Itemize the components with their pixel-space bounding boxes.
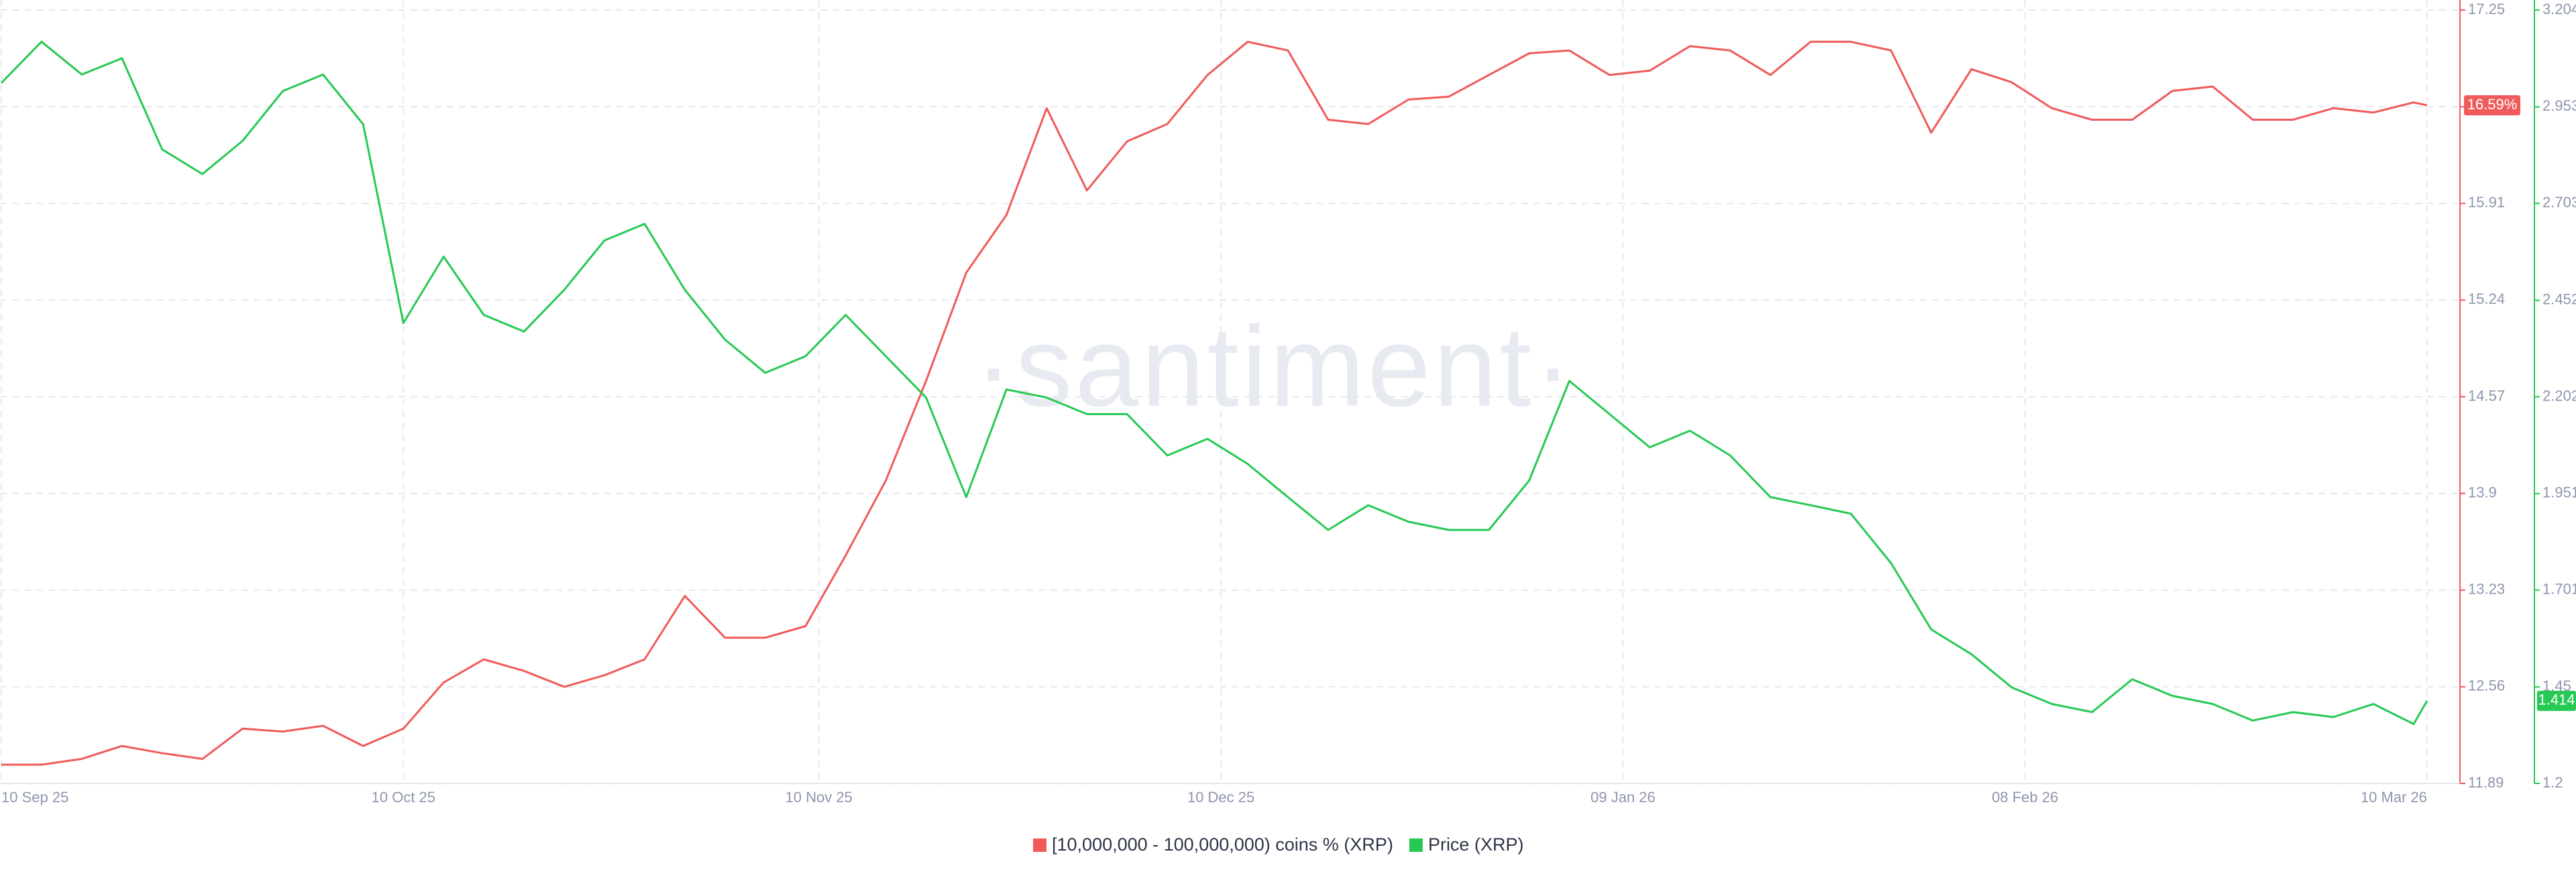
last-value-tag: [2537, 690, 2576, 711]
watermark: ·santiment·: [975, 303, 1574, 431]
y2-tick-label: 1.701: [2542, 581, 2576, 598]
x-tick-label: 08 Feb 26: [1992, 789, 2058, 806]
y-tick-label: 11.89: [2468, 774, 2504, 791]
last-value-label: 16.59%: [2467, 96, 2518, 113]
legend-swatch: [1409, 838, 1423, 852]
y-tick-label: 15.24: [2468, 290, 2505, 307]
y-tick-label: 15.91: [2468, 194, 2505, 211]
x-tick-label: 10 Dec 25: [1187, 789, 1254, 806]
last-value-label: 1.414: [2538, 692, 2575, 708]
x-tick-label: 10 Sep 25: [1, 789, 68, 806]
series-line: [1, 40, 2428, 766]
y-tick-label: 14.57: [2468, 387, 2505, 404]
y-tick-label: 12.56: [2468, 677, 2505, 694]
legend: [10,000,000 - 100,000,000) coins % (XRP)…: [1033, 834, 1523, 855]
y-tick-label: 13.9: [2468, 484, 2497, 500]
y2-tick-label: 1.951: [2542, 484, 2576, 501]
series-line: [0, 40, 2428, 725]
legend-label: Price (XRP): [1428, 834, 1524, 855]
legend-label: [10,000,000 - 100,000,000) coins % (XRP): [1052, 834, 1393, 855]
y-tick-label: 17.25: [2468, 1, 2505, 17]
x-tick-label: 10 Nov 25: [786, 789, 853, 806]
x-tick-label: 10 Oct 25: [372, 789, 435, 806]
x-tick-label: 10 Mar 26: [2361, 789, 2427, 806]
last-value-tag: [2464, 95, 2520, 115]
y2-tick-label: 2.202: [2542, 387, 2576, 404]
y2-tick-label: 1.2: [2542, 774, 2563, 791]
y-tick-label: 13.23: [2468, 581, 2505, 598]
y2-tick-label: 2.703: [2542, 194, 2576, 211]
legend-swatch: [1033, 838, 1046, 852]
x-tick-label: 09 Jan 26: [1591, 789, 1656, 806]
y2-tick-label: 3.204: [2542, 1, 2576, 17]
y2-tick-label: 2.953: [2542, 97, 2576, 114]
y2-tick-label: 2.452: [2542, 290, 2576, 307]
